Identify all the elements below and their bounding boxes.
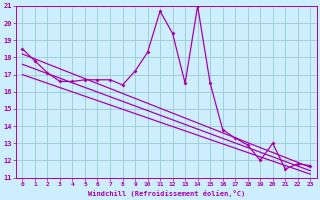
X-axis label: Windchill (Refroidissement éolien,°C): Windchill (Refroidissement éolien,°C) [88, 190, 245, 197]
